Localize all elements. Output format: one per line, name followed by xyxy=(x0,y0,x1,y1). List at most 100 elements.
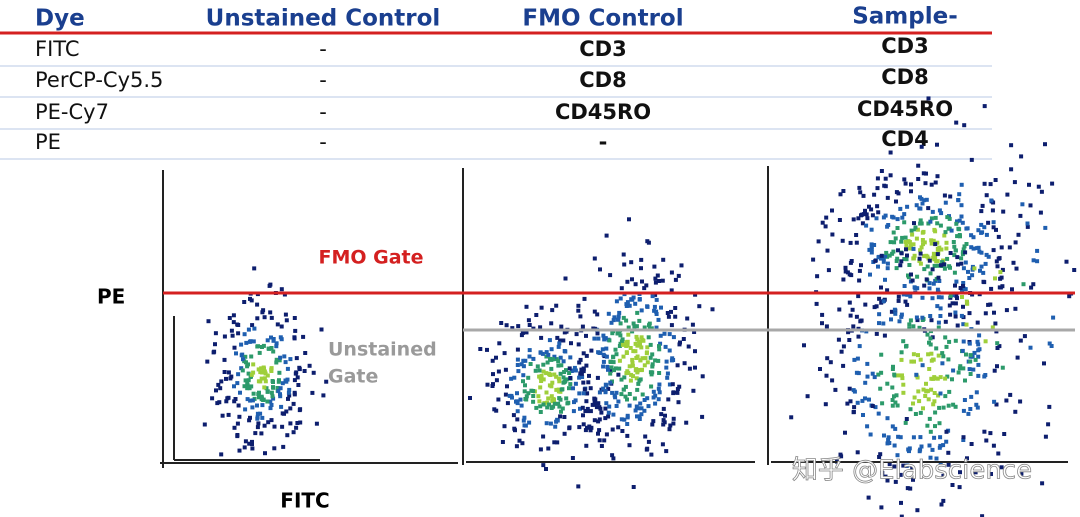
event-dot xyxy=(279,287,284,292)
event-dot xyxy=(966,411,971,416)
event-dot xyxy=(582,387,587,392)
event-dot xyxy=(598,406,603,411)
event-dot xyxy=(231,320,236,325)
event-dot xyxy=(584,443,589,448)
event-dot xyxy=(588,428,593,433)
event-dot xyxy=(565,401,570,406)
event-dot xyxy=(468,396,472,400)
event-dot xyxy=(925,264,930,269)
event-dot xyxy=(515,417,520,422)
event-dot xyxy=(939,211,944,216)
event-dot xyxy=(571,368,576,373)
event-dot xyxy=(242,384,247,389)
event-dot xyxy=(875,176,880,181)
event-dot xyxy=(848,260,853,265)
event-dot xyxy=(576,303,581,308)
event-dot xyxy=(928,429,933,434)
event-dot xyxy=(934,456,939,461)
event-dot xyxy=(531,389,536,393)
event-dot xyxy=(251,339,256,344)
event-dot xyxy=(637,414,642,419)
event-dot xyxy=(938,443,943,448)
event-dot xyxy=(311,370,316,375)
event-dot xyxy=(961,435,966,440)
event-dot xyxy=(961,408,966,413)
event-dot xyxy=(968,372,973,376)
event-dot xyxy=(539,379,544,383)
event-dot xyxy=(941,443,946,448)
event-dot xyxy=(528,362,533,366)
event-dot xyxy=(524,304,529,309)
event-dot xyxy=(624,318,629,323)
event-dot xyxy=(604,383,609,388)
event-dot xyxy=(950,377,954,382)
event-dot xyxy=(824,215,829,220)
event-dot xyxy=(642,325,647,330)
event-dot xyxy=(625,422,630,426)
event-dot xyxy=(280,424,285,429)
event-dot xyxy=(547,402,551,407)
event-dot xyxy=(973,357,978,362)
event-dot xyxy=(657,344,661,349)
event-dot xyxy=(545,360,550,365)
event-dot xyxy=(561,359,566,364)
event-dot xyxy=(504,323,509,328)
event-dot xyxy=(943,335,948,340)
event-dot xyxy=(921,387,926,392)
event-dot xyxy=(944,246,949,251)
event-dot xyxy=(883,277,887,282)
event-dot xyxy=(548,421,553,426)
event-dot xyxy=(279,324,284,329)
event-dot xyxy=(838,452,843,457)
event-dot xyxy=(515,363,520,367)
event-dot xyxy=(242,445,247,450)
event-dot xyxy=(938,263,943,268)
event-dot xyxy=(905,292,910,297)
event-dot xyxy=(915,375,920,380)
event-dot xyxy=(538,385,543,390)
event-dot xyxy=(687,366,692,371)
event-dot xyxy=(236,331,241,336)
event-dot xyxy=(882,433,886,438)
event-dot xyxy=(260,415,265,420)
event-dot xyxy=(910,278,915,283)
event-dot xyxy=(873,405,878,410)
event-dot xyxy=(1042,361,1046,366)
event-dot xyxy=(676,400,681,405)
event-dot xyxy=(284,379,289,384)
event-dot xyxy=(639,335,644,340)
event-dot xyxy=(510,326,515,331)
event-dot xyxy=(287,387,292,392)
event-dot xyxy=(246,327,251,332)
event-dot xyxy=(941,473,946,478)
event-dot xyxy=(899,514,904,517)
event-dot xyxy=(219,379,224,384)
plot-panel xyxy=(765,160,1075,482)
event-dot xyxy=(877,312,882,317)
event-dot xyxy=(619,392,624,397)
event-dot xyxy=(599,410,604,415)
event-dot xyxy=(935,376,940,381)
event-dot xyxy=(609,365,614,370)
event-dot xyxy=(918,218,923,223)
event-dot xyxy=(1043,225,1048,230)
event-dot xyxy=(616,425,621,430)
event-dot xyxy=(968,359,973,364)
event-dot xyxy=(286,390,291,395)
event-dot xyxy=(868,432,873,437)
event-dot xyxy=(638,341,642,345)
event-dot xyxy=(961,266,966,271)
event-dot xyxy=(264,386,269,391)
event-dot xyxy=(851,217,856,222)
event-dot xyxy=(584,399,589,404)
event-dot xyxy=(961,247,966,252)
event-dot xyxy=(278,335,283,340)
event-dot xyxy=(908,294,913,299)
event-dot xyxy=(957,218,962,223)
event-dot xyxy=(936,295,941,300)
event-dot xyxy=(664,365,669,370)
event-dot xyxy=(292,378,297,383)
event-dot xyxy=(994,259,999,264)
event-dot xyxy=(899,314,904,319)
event-dot xyxy=(977,347,982,352)
